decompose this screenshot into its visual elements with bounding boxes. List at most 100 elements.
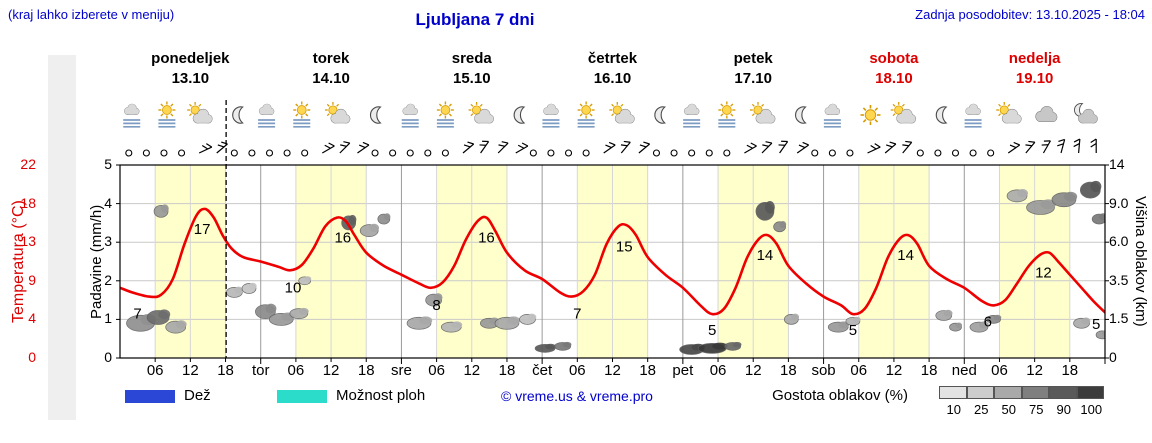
temperature-value-label: 7 (573, 306, 581, 323)
temperature-value-label: 5 (1092, 316, 1100, 333)
wind-calm-icon (265, 149, 274, 157)
cloud-blob (248, 282, 257, 290)
cloud-blob (527, 313, 537, 321)
cloud-blob (545, 343, 557, 350)
weather-sun-cloud-icon (890, 101, 917, 124)
cloud-height-tick-label: 9.0 (1109, 194, 1129, 211)
cloud-blob (298, 307, 309, 315)
temperature-value-label: 7 (133, 306, 141, 323)
cloud-blob (732, 341, 742, 348)
cloud-icon (330, 108, 351, 124)
weather-fog-icon (123, 103, 141, 128)
day-name: ponedeljek (151, 50, 230, 67)
day-header: četrtek 16.10 (542, 50, 683, 87)
cloud-blob (348, 214, 357, 225)
x-hour-label: 06 (709, 362, 727, 379)
cloud-blob (161, 204, 169, 213)
cloud-icon (192, 108, 213, 124)
temperature-tick-label: 9 (28, 271, 36, 288)
temperature-curve (120, 207, 1105, 316)
sun-icon (158, 101, 176, 119)
wind-calm-icon (248, 149, 256, 157)
cloud-icon (124, 103, 140, 115)
temperature-value-label: 12 (1035, 265, 1052, 282)
wind-calm-icon (125, 149, 133, 157)
moon-icon (232, 106, 244, 124)
copyright-link[interactable]: © vreme.us & vreme.pro (501, 388, 653, 404)
cloud-icon (474, 108, 494, 124)
wind-barb-icon (462, 141, 475, 154)
cloud-density-swatch (994, 386, 1022, 399)
weather-moon-icon (795, 106, 807, 124)
day-date: 19.10 (1015, 70, 1054, 87)
day-name: četrtek (587, 50, 638, 67)
x-day-label: čet (532, 362, 553, 379)
cloud-icon (258, 103, 275, 115)
day-name: nedelja (1008, 50, 1061, 67)
temperature-tick-label: 18 (20, 194, 36, 211)
temperature-value-label: 17 (194, 221, 211, 238)
day-date: 16.10 (593, 70, 632, 87)
day-header: nedelja 19.10 (964, 50, 1105, 87)
cloud-blob (419, 316, 433, 325)
weather-sun-cloud-icon (187, 101, 213, 124)
wind-calm-icon (951, 149, 960, 157)
last-update: Zadnja posodobitev: 13.10.2025 - 18:04 (915, 7, 1145, 22)
wind-calm-icon (142, 149, 150, 157)
wind-calm-icon (582, 149, 590, 157)
temperature-value-label: 14 (757, 247, 774, 264)
temperature-tick-label: 22 (20, 156, 36, 172)
weather-fog-icon (542, 103, 560, 128)
cloud-density-swatch (1076, 386, 1104, 399)
wind-calm-icon (934, 149, 942, 157)
cloud-blob (1017, 188, 1029, 198)
wind-barb-icon (515, 142, 529, 154)
wind-calm-icon (564, 149, 573, 157)
weather-sun-cloud-icon (609, 101, 635, 124)
cloud-blob (978, 321, 989, 329)
cloud-blob (1102, 330, 1105, 336)
precipitation-tick-label: 2 (104, 271, 112, 288)
cloud-blob (451, 321, 463, 329)
x-hour-label: 18 (920, 362, 938, 379)
weather-sun-icon (860, 105, 881, 125)
wind-barb-icon (761, 141, 773, 154)
cloud-icon (543, 103, 559, 115)
temperature-value-label: 16 (334, 230, 351, 247)
weather-sun-fog-icon (436, 101, 454, 128)
cloud-layer (126, 180, 1105, 355)
weather-moon-icon (370, 106, 382, 124)
wind-barb-icon (497, 141, 509, 154)
cloud-blob (852, 316, 861, 323)
x-hour-label: 18 (357, 362, 375, 379)
wind-barb-icon (1057, 138, 1066, 154)
day-name: sreda (451, 50, 492, 67)
temperature-value-label: 15 (616, 238, 633, 255)
day-name: sobota (869, 50, 919, 67)
x-hour-label: 12 (463, 362, 481, 379)
cloud-blob (1081, 317, 1091, 325)
moon-icon (513, 106, 526, 124)
cloud-density-swatch (939, 386, 967, 399)
x-day-label: tor (251, 362, 270, 379)
precipitation-tick-label: 1 (104, 310, 112, 327)
wind-barb-icon (1041, 140, 1051, 154)
wind-calm-icon (160, 149, 168, 157)
wind-barb-icon (1025, 140, 1036, 154)
day-date: 14.10 (312, 70, 350, 87)
x-hour-label: 12 (604, 362, 621, 379)
moon-icon (654, 106, 667, 124)
x-day-label: sre (391, 362, 412, 379)
x-hour-label: 06 (991, 362, 1008, 379)
wind-calm-icon (178, 149, 186, 157)
precipitation-tick-label: 5 (104, 156, 112, 172)
cloud-blob (993, 314, 1002, 321)
sun-icon (293, 101, 311, 119)
cloud-height-tick-label: 0 (1109, 349, 1117, 365)
weather-sun-cloud-icon (996, 101, 1022, 124)
cloud-blob (562, 341, 572, 348)
cloud-blob (158, 309, 171, 320)
day-name: petek (733, 50, 773, 67)
